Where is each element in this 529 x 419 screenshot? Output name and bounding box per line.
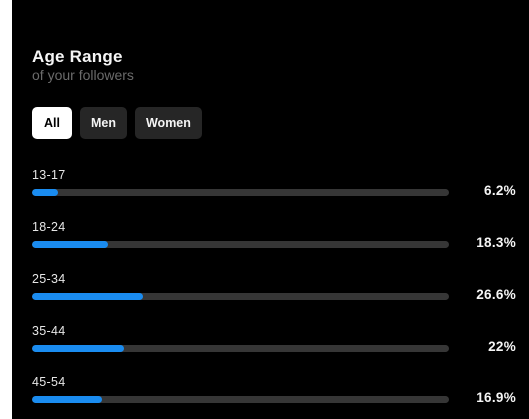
progress-track <box>32 396 449 403</box>
age-range-percent: 18.3% <box>476 235 516 250</box>
age-range-row: 25-34 26.6% <box>32 272 522 308</box>
age-range-label: 35-44 <box>32 324 66 338</box>
age-range-percent: 16.9% <box>476 390 516 405</box>
age-range-label: 13-17 <box>32 168 66 182</box>
age-range-label: 45-54 <box>32 375 66 389</box>
progress-track <box>32 345 449 352</box>
age-range-percent: 26.6% <box>476 287 516 302</box>
age-range-row: 45-54 16.9% <box>32 375 522 411</box>
age-range-row: 18-24 18.3% <box>32 220 522 256</box>
filter-all-button[interactable]: All <box>32 107 72 139</box>
progress-track <box>32 189 449 196</box>
age-range-label: 18-24 <box>32 220 66 234</box>
filter-women-button[interactable]: Women <box>134 107 202 139</box>
progress-fill <box>32 345 124 352</box>
age-range-card: Age Range of your followers All Men Wome… <box>12 0 529 419</box>
age-range-row: 35-44 22% <box>32 324 522 360</box>
age-range-row: 13-17 6.2% <box>32 168 522 204</box>
age-range-percent: 6.2% <box>484 183 516 198</box>
progress-fill <box>32 396 103 403</box>
progress-fill <box>32 293 143 300</box>
progress-track <box>32 241 449 248</box>
age-range-percent: 22% <box>488 339 516 354</box>
progress-track <box>32 293 449 300</box>
card-title: Age Range <box>32 47 123 66</box>
filter-men-button[interactable]: Men <box>79 107 127 139</box>
card-subtitle: of your followers <box>32 67 134 83</box>
gender-filter-tabs: All Men Women <box>32 107 202 139</box>
progress-fill <box>32 189 58 196</box>
progress-fill <box>32 241 109 248</box>
age-range-label: 25-34 <box>32 272 66 286</box>
